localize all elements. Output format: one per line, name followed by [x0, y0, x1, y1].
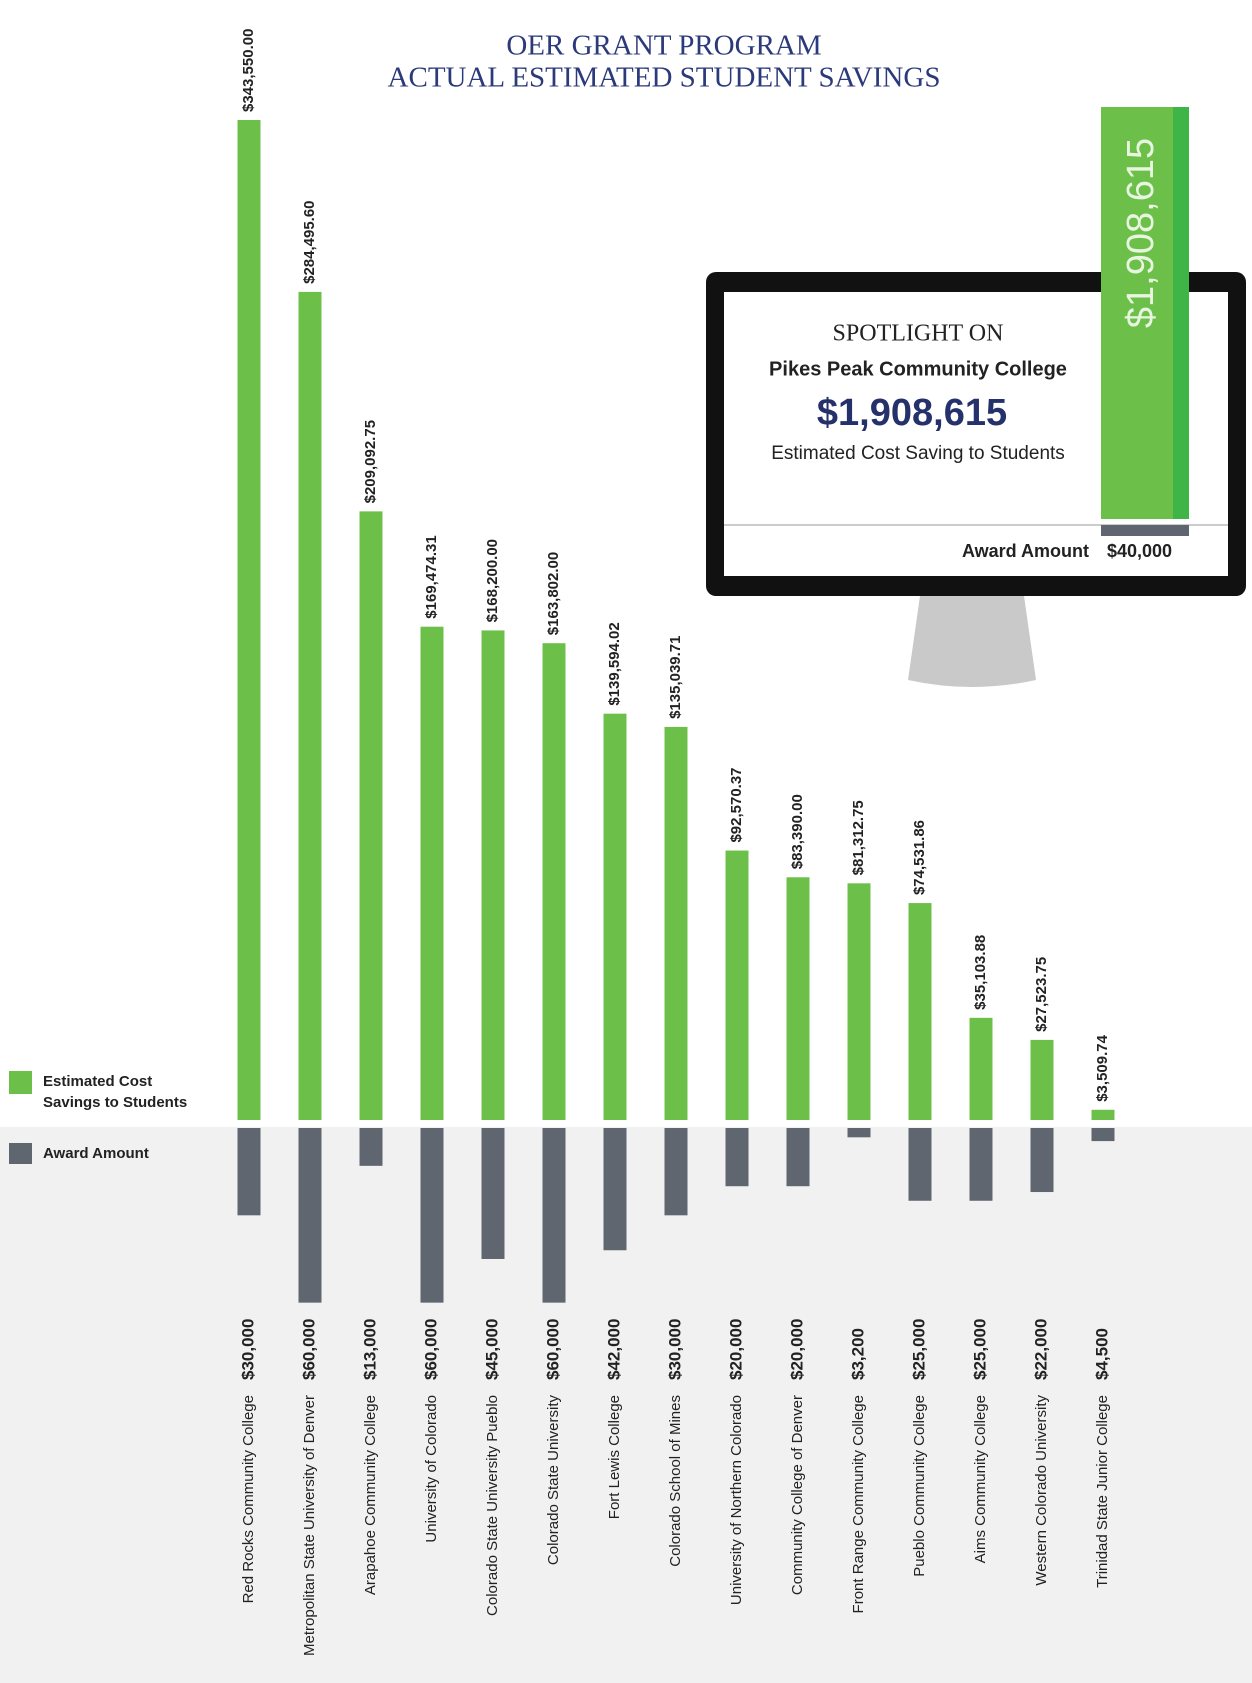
award-bar [360, 1128, 383, 1166]
spotlight-college: Pikes Peak Community College [769, 358, 1067, 380]
savings-bar [482, 630, 505, 1120]
spotlight-award-label: Award Amount [962, 541, 1089, 561]
spotlight-award: $40,000 [1107, 541, 1172, 561]
award-bar [482, 1128, 505, 1259]
spotlight-bar-label: $1,908,615 [1120, 138, 1162, 328]
monitor-stand [908, 596, 1036, 687]
category-label: Colorado State University Pueblo [484, 1395, 501, 1616]
category-label: Colorado State University [545, 1395, 562, 1566]
chart-subtitle: ACTUAL ESTIMATED STUDENT SAVINGS [388, 62, 941, 94]
spotlight-heading: SPOTLIGHT ON [833, 321, 1004, 347]
savings-label: $209,092.75 [362, 420, 379, 503]
savings-bar [299, 292, 322, 1120]
award-label: $20,000 [726, 1319, 745, 1380]
award-label: $30,000 [238, 1319, 257, 1380]
savings-label: $81,312.75 [850, 800, 867, 875]
category-label: Front Range Community College [850, 1395, 867, 1613]
category-label: Aims Community College [972, 1395, 989, 1563]
award-label: $45,000 [482, 1319, 501, 1380]
spotlight-caption: Estimated Cost Saving to Students [771, 443, 1065, 464]
award-label: $22,000 [1031, 1319, 1050, 1380]
savings-label: $83,390.00 [789, 794, 806, 869]
savings-bar [726, 851, 749, 1120]
legend-label: Award Amount [43, 1143, 203, 1164]
legend-swatch [9, 1071, 32, 1094]
legend-swatch [9, 1143, 32, 1164]
savings-bar [421, 627, 444, 1120]
award-bar [299, 1128, 322, 1303]
category-label: Colorado School of Mines [667, 1395, 684, 1567]
savings-label: $27,523.75 [1033, 957, 1050, 1032]
savings-label: $163,802.00 [545, 552, 562, 635]
award-bar [665, 1128, 688, 1215]
category-label: Trinidad State Junior College [1094, 1395, 1111, 1588]
savings-bar [543, 643, 566, 1120]
savings-bar [1092, 1110, 1115, 1120]
savings-bar [238, 120, 261, 1120]
savings-label: $74,531.86 [911, 820, 928, 895]
award-bar [238, 1128, 261, 1215]
savings-bar [909, 903, 932, 1120]
savings-label: $92,570.37 [728, 767, 745, 842]
savings-bar [970, 1018, 993, 1120]
category-label: University of Colorado [423, 1395, 440, 1543]
award-bar [787, 1128, 810, 1186]
award-label: $13,000 [360, 1319, 379, 1380]
chart: OER GRANT PROGRAM ACTUAL ESTIMATED STUDE… [0, 0, 1252, 1683]
award-label: $60,000 [543, 1319, 562, 1380]
savings-label: $35,103.88 [972, 935, 989, 1010]
category-label: Community College of Denver [789, 1395, 806, 1595]
savings-label: $139,594.02 [606, 622, 623, 705]
savings-label: $135,039.71 [667, 636, 684, 719]
spotlight-bar-edge [1173, 107, 1189, 519]
savings-bar [360, 511, 383, 1120]
award-bar [421, 1128, 444, 1303]
award-bar [726, 1128, 749, 1186]
chart-title: OER GRANT PROGRAM [506, 30, 821, 62]
savings-label: $168,200.00 [484, 539, 501, 622]
savings-bar [665, 727, 688, 1120]
award-bar [1092, 1128, 1115, 1141]
award-label: $20,000 [787, 1319, 806, 1380]
award-bar [1031, 1128, 1054, 1192]
savings-label: $3,509.74 [1094, 1034, 1111, 1101]
award-label: $42,000 [604, 1319, 623, 1380]
savings-label: $284,495.60 [301, 200, 318, 283]
category-label: Red Rocks Community College [240, 1395, 257, 1603]
award-label: $4,500 [1092, 1328, 1111, 1380]
award-label: $60,000 [421, 1319, 440, 1380]
award-label: $60,000 [299, 1319, 318, 1380]
award-label: $25,000 [970, 1319, 989, 1380]
award-label: $25,000 [909, 1319, 928, 1380]
award-bar [604, 1128, 627, 1250]
category-label: Metropolitan State University of Denver [301, 1395, 318, 1656]
spotlight-award-bar [1101, 525, 1189, 536]
savings-bar [787, 877, 810, 1120]
category-label: University of Northern Colorado [728, 1395, 745, 1605]
spotlight-monitor: $1,908,615 SPOTLIGHT ON Pikes Peak Commu… [706, 107, 1246, 687]
award-bar [909, 1128, 932, 1201]
award-bar [543, 1128, 566, 1303]
savings-bar [848, 883, 871, 1120]
savings-bar [604, 714, 627, 1120]
award-label: $3,200 [848, 1328, 867, 1380]
savings-label: $169,474.31 [423, 535, 440, 618]
award-bar [848, 1128, 871, 1137]
spotlight-savings: $1,908,615 [817, 392, 1007, 434]
category-label: Arapahoe Community College [362, 1395, 379, 1595]
category-label: Pueblo Community College [911, 1395, 928, 1577]
savings-label: $343,550.00 [240, 29, 257, 112]
award-bar [970, 1128, 993, 1201]
legend-label: Estimated Cost Savings to Students [43, 1071, 203, 1113]
page: OER GRANT PROGRAM ACTUAL ESTIMATED STUDE… [0, 0, 1252, 1683]
savings-bar [1031, 1040, 1054, 1120]
category-label: Western Colorado University [1033, 1395, 1050, 1586]
category-label: Fort Lewis College [606, 1395, 623, 1519]
award-label: $30,000 [665, 1319, 684, 1380]
